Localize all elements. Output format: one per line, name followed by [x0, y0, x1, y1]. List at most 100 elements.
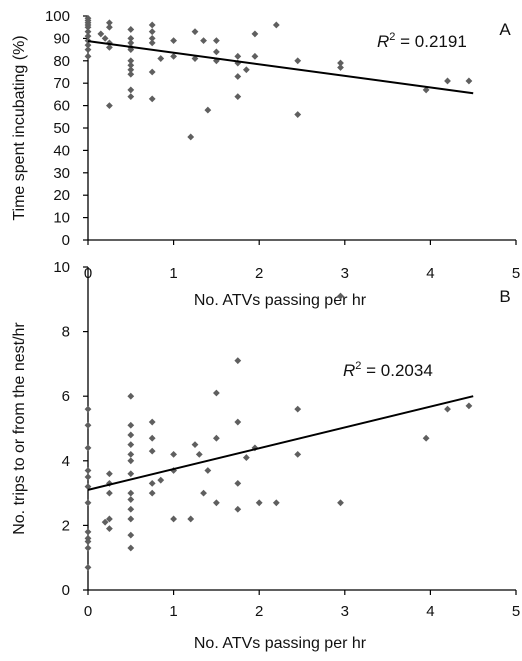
- data-point: [465, 402, 473, 410]
- data-point: [84, 23, 92, 31]
- r-squared-symbol: R: [377, 32, 389, 51]
- r-squared-annotation: R2 = 0.2191: [377, 31, 467, 51]
- data-point: [127, 26, 135, 33]
- data-point: [106, 470, 113, 478]
- data-point: [170, 52, 177, 60]
- data-point: [127, 66, 135, 74]
- data-point: [148, 418, 156, 426]
- data-point: [127, 496, 135, 503]
- data-point: [337, 292, 344, 300]
- data-point: [127, 421, 135, 429]
- data-point: [465, 77, 473, 85]
- data-point: [234, 357, 242, 365]
- data-point: [422, 86, 430, 94]
- data-point: [84, 544, 92, 552]
- data-point: [187, 133, 195, 141]
- data-point: [213, 57, 220, 65]
- data-point: [170, 37, 177, 45]
- y-tick-label: 100: [45, 8, 70, 25]
- data-point: [106, 489, 113, 497]
- data-point: [213, 499, 220, 507]
- data-point: [213, 389, 220, 397]
- data-point: [148, 434, 156, 442]
- data-point: [97, 30, 105, 38]
- x-axis-label: No. ATVs passing per hr: [194, 635, 367, 652]
- x-tick-label: 0: [84, 603, 92, 620]
- data-point: [127, 441, 135, 449]
- data-point: [84, 499, 92, 507]
- data-point: [294, 405, 302, 413]
- data-point: [127, 450, 135, 458]
- y-tick-label: 8: [62, 324, 70, 341]
- data-point: [84, 421, 92, 429]
- x-tick-label: 4: [426, 265, 434, 282]
- data-point: [234, 418, 242, 426]
- data-point: [148, 35, 156, 42]
- data-point: [234, 52, 242, 60]
- data-point: [204, 467, 212, 474]
- y-tick-label: 0: [62, 582, 70, 599]
- trendline: [87, 395, 474, 491]
- data-point: [272, 499, 280, 507]
- x-tick-label: 5: [512, 603, 520, 620]
- data-point: [84, 37, 92, 45]
- data-point: [234, 93, 242, 101]
- data-point: [242, 66, 250, 74]
- data-point: [84, 52, 92, 60]
- data-point: [148, 480, 156, 487]
- data-point: [127, 431, 135, 439]
- data-point: [234, 505, 242, 513]
- data-point: [84, 483, 92, 491]
- data-point: [106, 102, 113, 109]
- y-tick-label: 70: [53, 75, 70, 92]
- data-point: [148, 95, 156, 103]
- data-point: [127, 70, 135, 78]
- data-point: [84, 473, 92, 481]
- y-tick-label: 90: [53, 30, 70, 47]
- data-point: [294, 57, 302, 65]
- data-point: [444, 77, 451, 85]
- y-tick-label: 20: [53, 187, 70, 204]
- data-point: [187, 515, 195, 523]
- x-tick-label: 2: [255, 265, 263, 282]
- data-point: [251, 52, 259, 60]
- data-point: [422, 434, 430, 442]
- trendline: [87, 40, 474, 95]
- data-point: [148, 68, 156, 76]
- data-point: [127, 93, 135, 101]
- data-point: [255, 499, 263, 507]
- data-point: [337, 64, 344, 71]
- data-point: [127, 35, 135, 42]
- data-point: [200, 489, 207, 497]
- r-squared-exponent: 2: [389, 31, 395, 43]
- data-point: [106, 43, 113, 51]
- data-point: [294, 450, 302, 458]
- r-squared-symbol: R: [343, 361, 355, 380]
- data-point: [127, 61, 135, 69]
- data-point: [191, 441, 199, 449]
- data-point: [170, 515, 177, 523]
- data-point: [84, 563, 92, 571]
- data-point: [106, 23, 113, 31]
- x-tick-label: 3: [341, 265, 349, 282]
- data-point: [84, 46, 92, 53]
- r-squared-value: = 0.2034: [361, 361, 432, 380]
- data-point: [200, 37, 207, 45]
- y-tick-label: 50: [53, 120, 70, 137]
- data-point: [195, 450, 203, 458]
- data-point: [242, 454, 250, 461]
- data-point: [84, 444, 92, 452]
- data-point: [84, 528, 92, 536]
- data-point: [272, 21, 280, 29]
- data-point: [148, 39, 156, 47]
- data-point: [101, 518, 109, 526]
- x-tick-label: 2: [255, 603, 263, 620]
- data-point: [191, 55, 199, 62]
- y-tick-label: 10: [53, 259, 70, 276]
- data-point: [337, 59, 344, 67]
- y-axis-label: Time spent incubating (%): [11, 35, 28, 220]
- data-point: [127, 86, 135, 94]
- data-point: [148, 489, 156, 497]
